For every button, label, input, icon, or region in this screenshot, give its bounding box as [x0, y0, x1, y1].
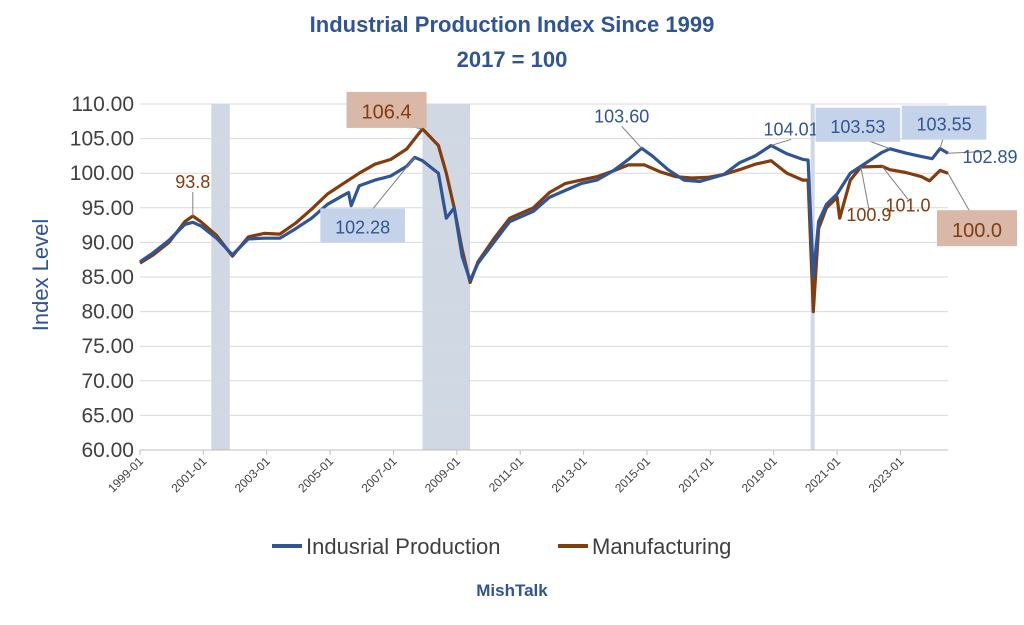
data-label: 93.8: [175, 172, 210, 192]
x-tick-label: 2023-01: [866, 454, 907, 495]
x-tick-label: 2007-01: [359, 454, 400, 495]
y-tick-label: 75.00: [81, 335, 134, 358]
x-tick-label: 2003-01: [232, 454, 273, 495]
data-label: 100.0: [952, 220, 1002, 242]
legend-label-manufacturing: Manufacturing: [592, 534, 731, 559]
data-label: 103.60: [594, 106, 649, 126]
y-tick-label: 100.00: [70, 162, 134, 185]
annotation-leader: [770, 138, 792, 146]
annotation-leader: [621, 125, 643, 149]
annotation-leader: [860, 166, 870, 210]
x-tick-label: 2021-01: [802, 454, 843, 495]
chart-subtitle: 2017 = 100: [457, 47, 568, 72]
y-tick-label: 65.00: [81, 404, 134, 427]
data-label: 103.53: [830, 117, 885, 137]
legend: Indusrial Production Manufacturing: [272, 534, 731, 559]
annotation-box: [901, 105, 987, 140]
x-axis-ticks: 1999-01 2001-01 2003-01 2005-01 2007-01 2009-…: [105, 450, 907, 495]
x-tick-label: 2011-01: [486, 454, 527, 495]
data-label: 102.28: [335, 217, 390, 237]
annotation-box: [346, 91, 427, 128]
gridlines: [140, 103, 948, 451]
data-label: 100.9: [846, 205, 891, 225]
legend-label-industrial: Indusrial Production: [306, 534, 500, 559]
x-tick-label: 2001-01: [168, 454, 209, 495]
x-tick-label: 2017-01: [675, 454, 716, 495]
y-tick-label: 105.00: [70, 128, 134, 151]
x-tick-label: 2013-01: [549, 454, 590, 495]
x-tick-label: 2019-01: [739, 454, 780, 495]
data-label: 101.0: [885, 195, 930, 215]
annotation-leader: [947, 150, 991, 154]
y-axis-ticks: 60.00 65.00 70.00 75.00 80.00 85.00 90.00 95.00…: [70, 93, 134, 462]
annotation-box: [815, 107, 901, 142]
series-lines: [139, 127, 949, 314]
annotations: 93.8 106.4 102.28 103.60 104.01 103.53 103.55 1…: [175, 91, 1018, 247]
y-tick-label: 60.00: [81, 439, 134, 462]
data-label: 104.01: [764, 119, 819, 139]
series-line-industrial: [139, 143, 949, 283]
y-tick-label: 85.00: [81, 266, 134, 289]
y-tick-label: 95.00: [81, 197, 134, 220]
y-tick-label: 80.00: [81, 301, 134, 324]
data-label: 102.89: [962, 147, 1017, 167]
y-tick-label: 90.00: [81, 231, 134, 254]
series-line-manufacturing: [139, 127, 949, 314]
brand-footer: MishTalk: [476, 581, 548, 600]
annotation-box: [320, 208, 405, 243]
y-tick-label: 110.00: [71, 93, 134, 116]
y-axis-label: Index Level: [28, 219, 53, 332]
annotation-leader: [881, 165, 909, 200]
x-tick-label: 2015-01: [612, 454, 653, 495]
chart-title: Industrial Production Index Since 1999: [310, 12, 715, 37]
annotation-box: [937, 210, 1017, 247]
y-tick-label: 70.00: [81, 370, 134, 393]
x-tick-label: 2005-01: [295, 454, 336, 495]
data-label: 103.55: [917, 115, 972, 135]
x-tick-label: 2009-01: [422, 454, 463, 495]
data-label: 106.4: [362, 102, 412, 124]
